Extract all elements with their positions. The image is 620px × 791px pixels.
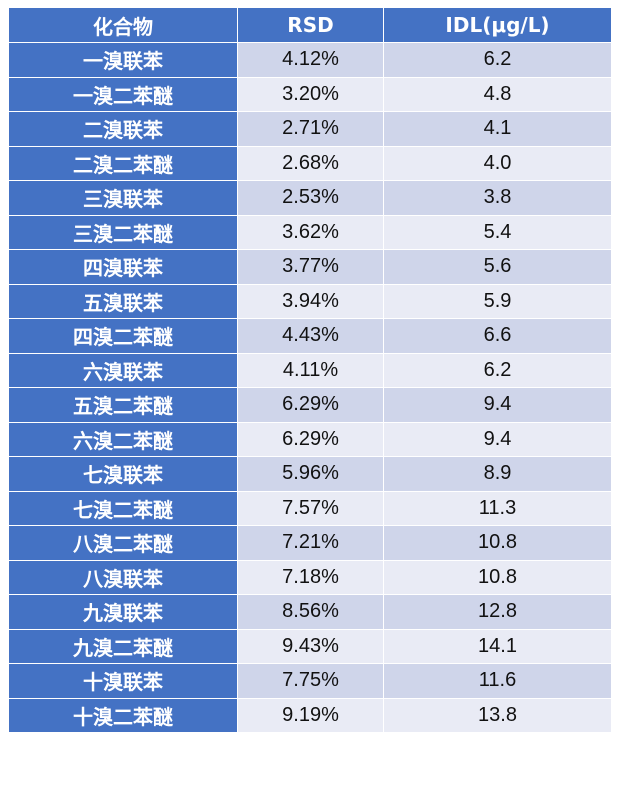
header-idl: IDL(μg/L) xyxy=(383,7,612,43)
idl-cell: 6.2 xyxy=(383,42,612,78)
table-row: 一溴联苯 4.12% 6.2 xyxy=(8,42,612,78)
compound-cell: 十溴联苯 xyxy=(8,663,238,699)
table-row: 八溴二苯醚 7.21% 10.8 xyxy=(8,525,612,561)
table-row: 四溴二苯醚 4.43% 6.6 xyxy=(8,318,612,354)
compound-cell: 四溴二苯醚 xyxy=(8,318,238,354)
table-row: 六溴二苯醚 6.29% 9.4 xyxy=(8,421,612,457)
compound-cell: 五溴二苯醚 xyxy=(8,387,238,423)
compound-cell: 二溴联苯 xyxy=(8,111,238,147)
table-row: 九溴二苯醚 9.43% 14.1 xyxy=(8,628,612,664)
rsd-cell: 8.56% xyxy=(237,594,384,630)
rsd-cell: 9.19% xyxy=(237,697,384,733)
table-row: 一溴二苯醚 3.20% 4.8 xyxy=(8,76,612,112)
rsd-cell: 2.68% xyxy=(237,145,384,181)
rsd-cell: 2.53% xyxy=(237,180,384,216)
rsd-cell: 3.94% xyxy=(237,283,384,319)
compound-cell: 一溴联苯 xyxy=(8,42,238,78)
rsd-cell: 5.96% xyxy=(237,456,384,492)
compound-cell: 四溴联苯 xyxy=(8,249,238,285)
compound-cell: 九溴联苯 xyxy=(8,594,238,630)
table-row: 五溴二苯醚 6.29% 9.4 xyxy=(8,387,612,423)
idl-cell: 5.4 xyxy=(383,214,612,250)
rsd-cell: 3.62% xyxy=(237,214,384,250)
idl-cell: 4.8 xyxy=(383,76,612,112)
rsd-cell: 7.21% xyxy=(237,525,384,561)
table-row: 七溴联苯 5.96% 8.9 xyxy=(8,456,612,492)
idl-cell: 4.1 xyxy=(383,111,612,147)
compound-cell: 六溴二苯醚 xyxy=(8,421,238,457)
idl-cell: 4.0 xyxy=(383,145,612,181)
idl-cell: 10.8 xyxy=(383,525,612,561)
table-row: 六溴联苯 4.11% 6.2 xyxy=(8,352,612,388)
rsd-cell: 3.77% xyxy=(237,249,384,285)
header-rsd: RSD xyxy=(237,7,384,43)
compound-cell: 五溴联苯 xyxy=(8,283,238,319)
table-row: 十溴联苯 7.75% 11.6 xyxy=(8,663,612,699)
rsd-cell: 7.57% xyxy=(237,490,384,526)
compound-cell: 六溴联苯 xyxy=(8,352,238,388)
header-row: 化合物 RSD IDL(μg/L) xyxy=(8,7,612,43)
idl-cell: 5.9 xyxy=(383,283,612,319)
table-row: 三溴联苯 2.53% 3.8 xyxy=(8,180,612,216)
idl-cell: 13.8 xyxy=(383,697,612,733)
compound-cell: 二溴二苯醚 xyxy=(8,145,238,181)
table-row: 二溴联苯 2.71% 4.1 xyxy=(8,111,612,147)
table-row: 十溴二苯醚 9.19% 13.8 xyxy=(8,697,612,733)
compound-cell: 三溴联苯 xyxy=(8,180,238,216)
compound-cell: 十溴二苯醚 xyxy=(8,697,238,733)
rsd-cell: 4.12% xyxy=(237,42,384,78)
compound-cell: 八溴联苯 xyxy=(8,559,238,595)
idl-cell: 9.4 xyxy=(383,387,612,423)
table-row: 二溴二苯醚 2.68% 4.0 xyxy=(8,145,612,181)
idl-cell: 8.9 xyxy=(383,456,612,492)
rsd-cell: 6.29% xyxy=(237,387,384,423)
table-body: 一溴联苯 4.12% 6.2 一溴二苯醚 3.20% 4.8 二溴联苯 2.71% 4.1 二溴二… xyxy=(8,42,612,733)
compound-cell: 七溴联苯 xyxy=(8,456,238,492)
idl-cell: 6.2 xyxy=(383,352,612,388)
table-row: 五溴联苯 3.94% 5.9 xyxy=(8,283,612,319)
table-row: 七溴二苯醚 7.57% 11.3 xyxy=(8,490,612,526)
table-row: 八溴联苯 7.18% 10.8 xyxy=(8,559,612,595)
rsd-cell: 3.20% xyxy=(237,76,384,112)
table-row: 四溴联苯 3.77% 5.6 xyxy=(8,249,612,285)
results-table: 化合物 RSD IDL(μg/L) 一溴联苯 4.12% 6.2 一溴二苯醚 3.20%… xyxy=(8,7,612,733)
idl-cell: 5.6 xyxy=(383,249,612,285)
idl-cell: 12.8 xyxy=(383,594,612,630)
table-row: 三溴二苯醚 3.62% 5.4 xyxy=(8,214,612,250)
table-header: 化合物 RSD IDL(μg/L) xyxy=(8,7,612,43)
idl-cell: 6.6 xyxy=(383,318,612,354)
rsd-cell: 7.75% xyxy=(237,663,384,699)
compound-cell: 三溴二苯醚 xyxy=(8,214,238,250)
idl-cell: 9.4 xyxy=(383,421,612,457)
compound-cell: 七溴二苯醚 xyxy=(8,490,238,526)
idl-cell: 11.3 xyxy=(383,490,612,526)
rsd-cell: 7.18% xyxy=(237,559,384,595)
idl-cell: 11.6 xyxy=(383,663,612,699)
rsd-cell: 2.71% xyxy=(237,111,384,147)
idl-cell: 14.1 xyxy=(383,628,612,664)
rsd-cell: 9.43% xyxy=(237,628,384,664)
idl-cell: 3.8 xyxy=(383,180,612,216)
compound-cell: 九溴二苯醚 xyxy=(8,628,238,664)
compound-cell: 一溴二苯醚 xyxy=(8,76,238,112)
results-table-container: 化合物 RSD IDL(μg/L) 一溴联苯 4.12% 6.2 一溴二苯醚 3.20%… xyxy=(8,7,612,733)
idl-cell: 10.8 xyxy=(383,559,612,595)
header-compound: 化合物 xyxy=(8,7,238,43)
rsd-cell: 4.43% xyxy=(237,318,384,354)
rsd-cell: 6.29% xyxy=(237,421,384,457)
table-row: 九溴联苯 8.56% 12.8 xyxy=(8,594,612,630)
compound-cell: 八溴二苯醚 xyxy=(8,525,238,561)
rsd-cell: 4.11% xyxy=(237,352,384,388)
